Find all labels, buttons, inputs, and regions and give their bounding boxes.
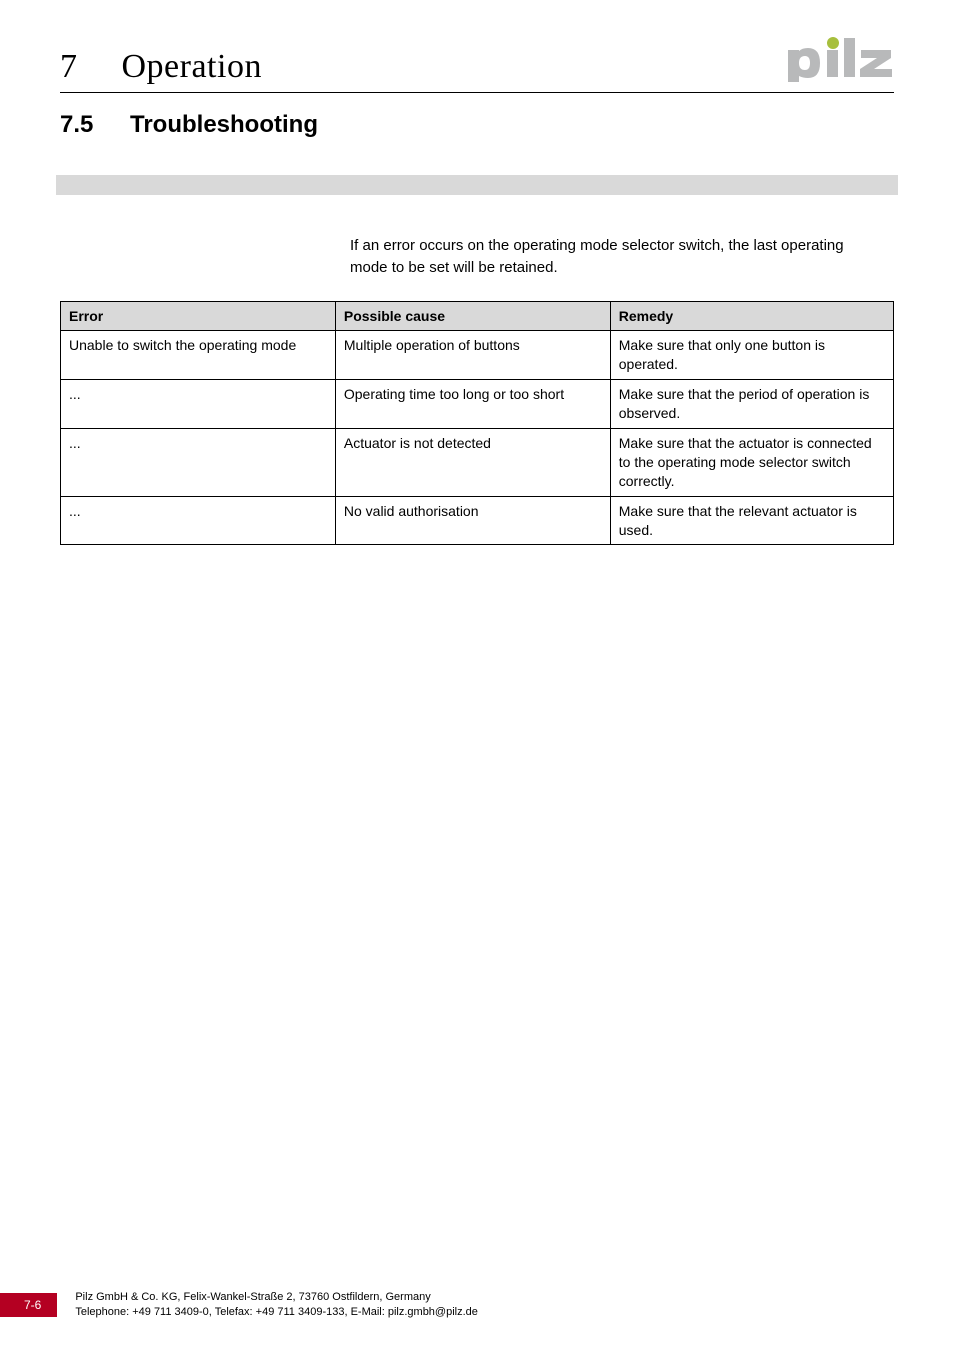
table-row: Unable to switch the operating mode Mult… [61, 331, 894, 380]
intro-paragraph: If an error occurs on the operating mode… [350, 235, 854, 279]
cell-cause: Operating time too long or too short [335, 380, 610, 429]
section-heading: 7.5Troubleshooting [60, 111, 894, 139]
chapter-title: Operation [122, 48, 262, 85]
pilz-logo-icon [784, 36, 894, 82]
page-footer: 7-6 Pilz GmbH & Co. KG, Felix-Wankel-Str… [0, 1290, 954, 1320]
footer-address: Pilz GmbH & Co. KG, Felix-Wankel-Straße … [75, 1290, 478, 1320]
section-title-text: Troubleshooting [130, 111, 318, 138]
footer-line2: Telephone: +49 711 3409-0, Telefax: +49 … [75, 1306, 478, 1318]
th-error: Error [61, 301, 336, 331]
section-divider-bar [56, 175, 898, 195]
table-row: ... Operating time too long or too short… [61, 380, 894, 429]
cell-remedy: Make sure that only one button is operat… [610, 331, 893, 380]
page-header: 7 Operation [60, 40, 894, 93]
cell-error: ... [61, 380, 336, 429]
cell-cause: Multiple operation of buttons [335, 331, 610, 380]
cell-remedy: Make sure that the period of operation i… [610, 380, 893, 429]
cell-cause: No valid authorisation [335, 496, 610, 545]
th-remedy: Remedy [610, 301, 893, 331]
troubleshooting-table: Error Possible cause Remedy Unable to sw… [60, 301, 894, 546]
page-container: 7 Operation 7.5Troubleshooting If an erro… [0, 0, 954, 1350]
cell-remedy: Make sure that the relevant actuator is … [610, 496, 893, 545]
table-row: ... No valid authorisation Make sure tha… [61, 496, 894, 545]
page-number-badge: 7-6 [0, 1293, 57, 1317]
section-number: 7.5 [60, 111, 130, 139]
cell-remedy: Make sure that the actuator is connected… [610, 428, 893, 496]
chapter-number: 7 [60, 48, 78, 86]
cell-error: ... [61, 428, 336, 496]
table-header-row: Error Possible cause Remedy [61, 301, 894, 331]
table-row: ... Actuator is not detected Make sure t… [61, 428, 894, 496]
cell-error: Unable to switch the operating mode [61, 331, 336, 380]
chapter-heading: 7 Operation [60, 48, 262, 86]
cell-error: ... [61, 496, 336, 545]
cell-cause: Actuator is not detected [335, 428, 610, 496]
footer-line1: Pilz GmbH & Co. KG, Felix-Wankel-Straße … [75, 1291, 430, 1303]
th-cause: Possible cause [335, 301, 610, 331]
